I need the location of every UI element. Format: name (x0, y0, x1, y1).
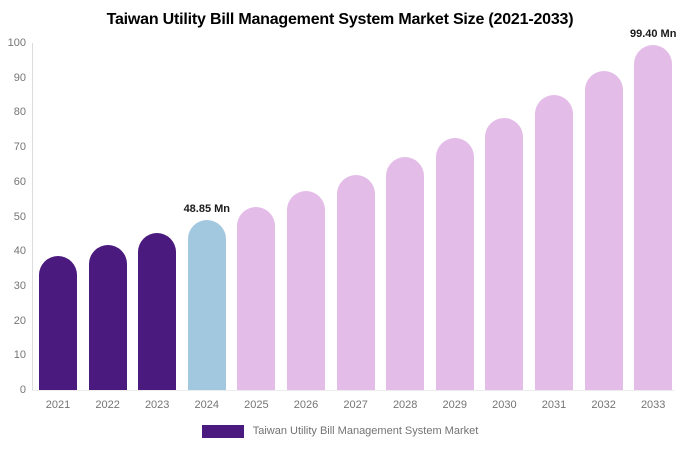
bar-2032 (584, 71, 623, 390)
y-tick-label: 80 (13, 106, 26, 119)
y-tick-label: 50 (13, 210, 26, 223)
y-tick-label: 70 (13, 141, 26, 154)
bar-2023 (138, 233, 177, 390)
bar-2033 (634, 45, 673, 390)
bar-2024 (187, 220, 226, 390)
x-tick-label: 2029 (442, 399, 468, 411)
y-tick-label: 90 (13, 71, 26, 84)
bar-2027 (336, 175, 375, 390)
legend-label: Taiwan Utility Bill Management System Ma… (252, 425, 479, 437)
legend-swatch (201, 425, 244, 438)
x-tick-label: 2025 (244, 399, 269, 411)
bar-value-label: 48.85 Mn (183, 203, 231, 216)
y-tick-label: 30 (13, 279, 26, 292)
bar-2031 (535, 95, 573, 390)
x-tick-label: 2026 (293, 399, 319, 411)
x-tick-label: 2024 (194, 399, 220, 411)
y-tick-label: 20 (13, 314, 26, 327)
bar-2026 (287, 191, 325, 390)
bar-2025 (237, 206, 276, 390)
bar-value-label: 99.40 Mn (629, 28, 677, 41)
x-tick-label: 2030 (492, 399, 517, 411)
x-tick-label: 2032 (591, 399, 616, 411)
x-tick-label: 2021 (45, 399, 71, 411)
chart-title: Taiwan Utility Bill Management System Ma… (106, 11, 574, 28)
bar-2030 (485, 117, 524, 390)
bar-2028 (386, 157, 425, 390)
y-tick-label: 10 (13, 349, 26, 362)
x-tick-label: 2031 (541, 399, 567, 411)
bar-2029 (435, 138, 474, 390)
y-axis-line (32, 43, 33, 390)
x-tick-label: 2022 (95, 399, 120, 411)
x-tick-label: 2028 (392, 399, 418, 411)
x-axis-line (32, 390, 674, 391)
x-tick-label: 2033 (640, 399, 666, 411)
y-tick-label: 0 (19, 384, 26, 396)
y-tick-label: 40 (13, 245, 26, 258)
x-tick-label: 2027 (343, 399, 368, 411)
bar-2022 (88, 245, 127, 390)
y-tick-label: 100 (7, 37, 26, 49)
x-tick-label: 2023 (144, 399, 170, 411)
y-tick-label: 60 (13, 175, 26, 188)
legend-item[interactable]: Taiwan Utility Bill Management System Ma… (0, 425, 680, 438)
bar-2021 (39, 256, 77, 390)
